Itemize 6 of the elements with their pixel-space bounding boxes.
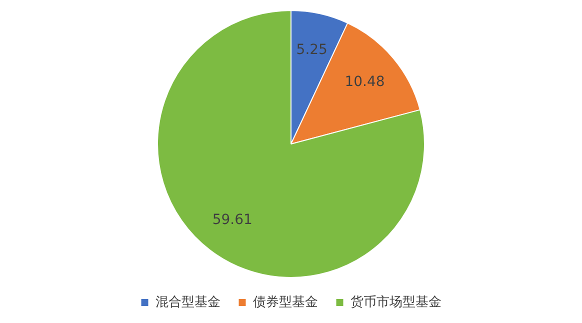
data-label: 5.25: [296, 42, 328, 58]
data-label: 59.61: [212, 212, 252, 228]
data-label: 10.48: [344, 74, 385, 90]
legend-label: 债券型基金: [252, 294, 318, 310]
legend-label: 混合型基金: [155, 294, 220, 310]
legend-label: 货币市场型基金: [350, 294, 442, 310]
